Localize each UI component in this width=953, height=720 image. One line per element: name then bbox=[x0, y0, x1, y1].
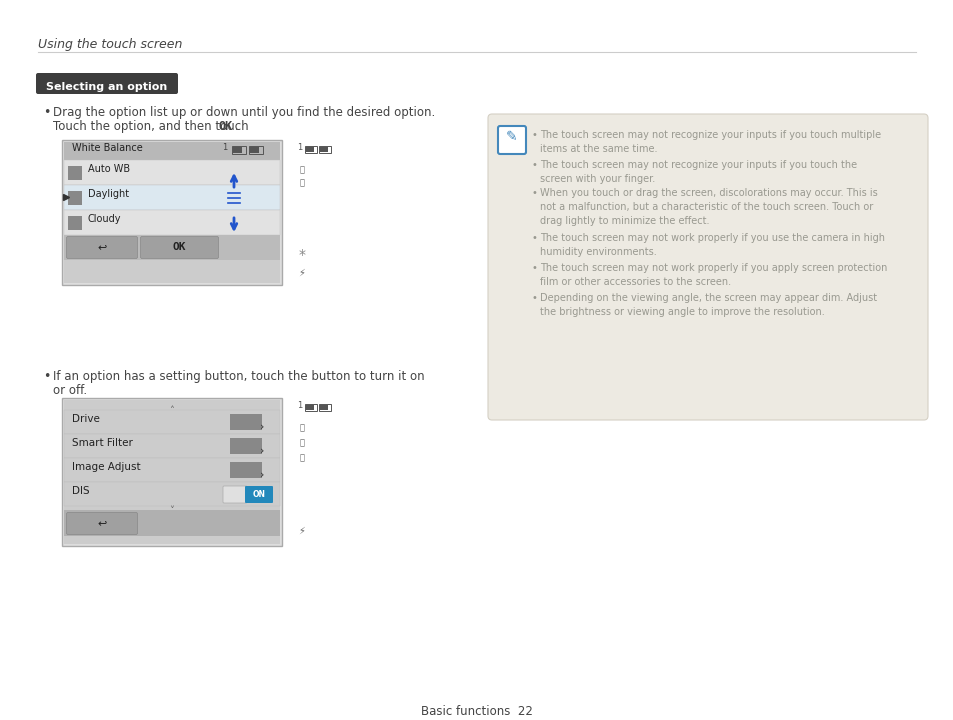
Text: •: • bbox=[532, 293, 537, 303]
FancyBboxPatch shape bbox=[67, 513, 137, 534]
Bar bbox=[62, 140, 282, 285]
Text: 1: 1 bbox=[222, 143, 227, 152]
Text: ›: › bbox=[259, 422, 264, 432]
Bar bbox=[306, 405, 314, 410]
Bar bbox=[233, 147, 242, 153]
Text: Basic functions  22: Basic functions 22 bbox=[420, 705, 533, 718]
FancyBboxPatch shape bbox=[497, 126, 525, 154]
Text: •: • bbox=[43, 370, 51, 383]
Text: *: * bbox=[298, 248, 305, 262]
Bar bbox=[64, 160, 280, 185]
Text: Image Adjust: Image Adjust bbox=[71, 462, 140, 472]
Bar bbox=[230, 462, 262, 478]
Bar bbox=[64, 185, 280, 210]
Bar bbox=[62, 398, 282, 546]
Bar bbox=[230, 414, 262, 430]
Bar bbox=[64, 400, 280, 544]
Text: DIS: DIS bbox=[71, 486, 90, 496]
FancyBboxPatch shape bbox=[245, 486, 273, 503]
Text: ⚡: ⚡ bbox=[298, 526, 305, 536]
Bar bbox=[319, 147, 328, 152]
Bar bbox=[232, 146, 246, 154]
Bar bbox=[318, 404, 331, 411]
Bar bbox=[64, 210, 280, 235]
Bar bbox=[68, 166, 82, 180]
Text: .: . bbox=[234, 120, 238, 133]
Text: ✎: ✎ bbox=[506, 130, 517, 144]
Bar bbox=[64, 510, 280, 536]
Bar bbox=[319, 405, 328, 410]
Bar bbox=[230, 438, 262, 454]
Text: ⚡: ⚡ bbox=[298, 268, 305, 278]
Text: 1: 1 bbox=[296, 401, 302, 410]
FancyBboxPatch shape bbox=[36, 73, 178, 94]
FancyBboxPatch shape bbox=[67, 236, 137, 258]
Text: If an option has a setting button, touch the button to turn it on: If an option has a setting button, touch… bbox=[53, 370, 424, 383]
Text: ↩: ↩ bbox=[97, 242, 107, 252]
Text: •: • bbox=[43, 106, 51, 119]
Text: Drag the option list up or down until you find the desired option.: Drag the option list up or down until yo… bbox=[53, 106, 435, 119]
Bar bbox=[64, 142, 280, 160]
Text: Touch the option, and then touch: Touch the option, and then touch bbox=[53, 120, 253, 133]
Bar bbox=[318, 146, 331, 153]
Text: The touch screen may not work properly if you apply screen protection
film or ot: The touch screen may not work properly i… bbox=[539, 263, 886, 287]
FancyBboxPatch shape bbox=[223, 486, 247, 503]
Bar bbox=[64, 410, 280, 434]
Text: •: • bbox=[532, 160, 537, 170]
Bar bbox=[249, 146, 263, 154]
Text: Depending on the viewing angle, the screen may appear dim. Adjust
the brightness: Depending on the viewing angle, the scre… bbox=[539, 293, 876, 317]
Text: Using the touch screen: Using the touch screen bbox=[38, 38, 182, 51]
Bar bbox=[305, 146, 316, 153]
Text: •: • bbox=[532, 130, 537, 140]
Text: ⬜: ⬜ bbox=[299, 178, 304, 187]
Bar bbox=[250, 147, 258, 153]
Text: Auto WB: Auto WB bbox=[88, 164, 130, 174]
Text: ˅: ˅ bbox=[170, 506, 174, 516]
Text: ⬜: ⬜ bbox=[299, 165, 304, 174]
Text: ON: ON bbox=[253, 490, 265, 499]
Bar bbox=[305, 404, 316, 411]
Text: The touch screen may not recognize your inputs if you touch the
screen with your: The touch screen may not recognize your … bbox=[539, 160, 856, 184]
Text: Drive: Drive bbox=[71, 414, 100, 424]
Bar bbox=[64, 458, 280, 482]
Text: ›: › bbox=[259, 446, 264, 456]
Text: Cloudy: Cloudy bbox=[88, 214, 121, 224]
Text: ⬜: ⬜ bbox=[299, 423, 304, 432]
Text: White Balance: White Balance bbox=[71, 143, 143, 153]
Text: •: • bbox=[532, 188, 537, 198]
Text: ˄: ˄ bbox=[170, 406, 174, 416]
Bar bbox=[64, 142, 280, 283]
FancyBboxPatch shape bbox=[140, 236, 218, 258]
Text: OK: OK bbox=[219, 120, 233, 133]
Text: Daylight: Daylight bbox=[88, 189, 129, 199]
Bar bbox=[306, 147, 314, 152]
FancyBboxPatch shape bbox=[488, 114, 927, 420]
Text: ›: › bbox=[259, 470, 264, 480]
Text: The touch screen may not work properly if you use the camera in high
humidity en: The touch screen may not work properly i… bbox=[539, 233, 884, 257]
Text: The touch screen may not recognize your inputs if you touch multiple
items at th: The touch screen may not recognize your … bbox=[539, 130, 881, 154]
Bar bbox=[68, 216, 82, 230]
Text: ⬜: ⬜ bbox=[299, 453, 304, 462]
Text: ⬜: ⬜ bbox=[299, 438, 304, 447]
Bar bbox=[64, 482, 280, 506]
Text: OK: OK bbox=[172, 242, 186, 252]
Text: When you touch or drag the screen, discolorations may occur. This is
not a malfu: When you touch or drag the screen, disco… bbox=[539, 188, 877, 226]
Bar bbox=[64, 434, 280, 458]
Text: 1: 1 bbox=[296, 143, 302, 152]
Text: Smart Filter: Smart Filter bbox=[71, 438, 132, 448]
Text: Selecting an option: Selecting an option bbox=[47, 82, 168, 92]
Bar bbox=[68, 191, 82, 205]
Text: ↩: ↩ bbox=[97, 518, 107, 528]
Bar bbox=[64, 235, 280, 260]
Text: or off.: or off. bbox=[53, 384, 87, 397]
Text: •: • bbox=[532, 263, 537, 273]
Text: •: • bbox=[532, 233, 537, 243]
